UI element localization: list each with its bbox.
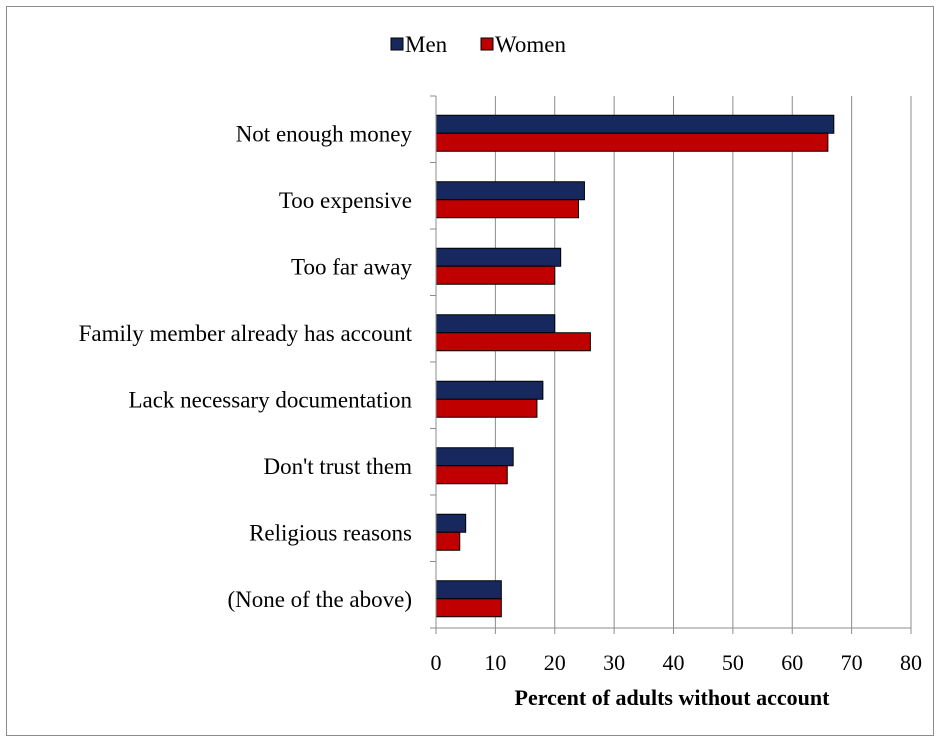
category-label: Too expensive <box>279 188 412 213</box>
x-axis-title: Percent of adults without account <box>515 685 831 710</box>
legend-label-men: Men <box>405 32 448 57</box>
category-label: Lack necessary documentation <box>128 387 412 412</box>
x-tick-label: 50 <box>722 650 744 675</box>
bar-men-4 <box>435 380 544 400</box>
bar-women-4 <box>435 398 538 418</box>
x-tick-label: 10 <box>484 650 506 675</box>
tick-labels: 0 10 20 30 40 50 60 70 80 <box>431 650 923 675</box>
legend-label-women: Women <box>495 32 566 57</box>
x-tick-label: 0 <box>431 650 442 675</box>
legend-swatch-men <box>390 37 404 51</box>
bar-men-3 <box>435 314 556 334</box>
bar-women-3 <box>435 332 591 352</box>
x-tick-label: 20 <box>544 650 566 675</box>
bar-women-7 <box>435 598 502 618</box>
bars <box>435 114 835 618</box>
bar-women-1 <box>435 199 579 219</box>
legend: Men Women <box>390 32 566 57</box>
category-label: Too far away <box>291 254 412 279</box>
bar-women-0 <box>435 132 829 152</box>
bar-men-6 <box>435 513 467 533</box>
bar-men-1 <box>435 181 585 201</box>
bar-men-7 <box>435 580 502 600</box>
category-label: (None of the above) <box>227 587 412 612</box>
bar-men-0 <box>435 114 835 134</box>
axes <box>430 95 912 634</box>
x-tick-label: 70 <box>841 650 863 675</box>
legend-swatch-women <box>480 37 494 51</box>
x-tick-label: 80 <box>900 650 922 675</box>
bar-women-2 <box>435 265 556 285</box>
category-label: Family member already has account <box>79 321 413 346</box>
x-tick-label: 30 <box>603 650 625 675</box>
category-label: Not enough money <box>236 121 413 146</box>
category-labels: Not enough money Too expensive Too far awa… <box>79 121 413 612</box>
x-tick-label: 60 <box>781 650 803 675</box>
x-tick-label: 40 <box>663 650 685 675</box>
bar-women-6 <box>435 531 461 551</box>
category-label: Religious reasons <box>249 520 412 545</box>
bar-men-2 <box>435 247 562 267</box>
bar-women-5 <box>435 465 508 485</box>
bar-men-5 <box>435 447 514 467</box>
category-label: Don't trust them <box>263 454 412 479</box>
gridlines <box>494 96 912 628</box>
